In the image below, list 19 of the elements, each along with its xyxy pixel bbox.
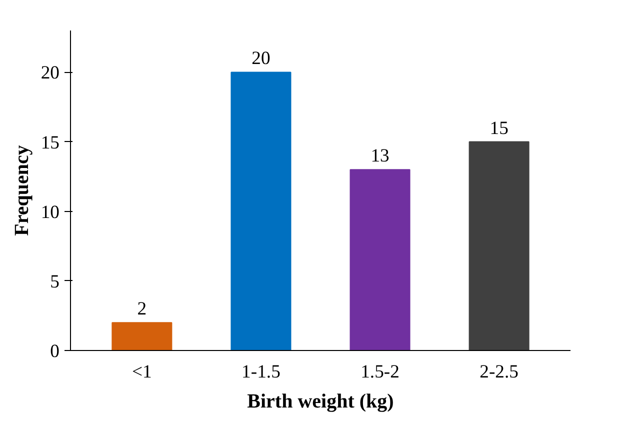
data-label: 2	[137, 298, 147, 320]
x-tick-label: 2-2.5	[480, 362, 519, 382]
y-tick-label: 20	[40, 62, 60, 84]
bar	[468, 141, 530, 350]
y-tick-label: 5	[50, 271, 60, 292]
y-tick-label: 15	[40, 132, 60, 154]
x-tick-label: 1-1.5	[242, 362, 280, 382]
bar	[230, 72, 292, 350]
x-tick-label: 1.5-2	[360, 362, 400, 382]
y-tick-label: 10	[40, 202, 60, 223]
y-axis-title: Frequency	[10, 145, 33, 236]
data-label: 20	[252, 48, 270, 70]
bar	[112, 322, 172, 350]
data-label: 15	[490, 118, 508, 139]
x-axis-title: Birth weight (kg)	[247, 390, 394, 412]
data-label: 13	[370, 146, 390, 167]
bar	[350, 169, 410, 350]
x-tick-label: <1	[132, 362, 152, 382]
y-tick-label: 0	[50, 341, 60, 362]
